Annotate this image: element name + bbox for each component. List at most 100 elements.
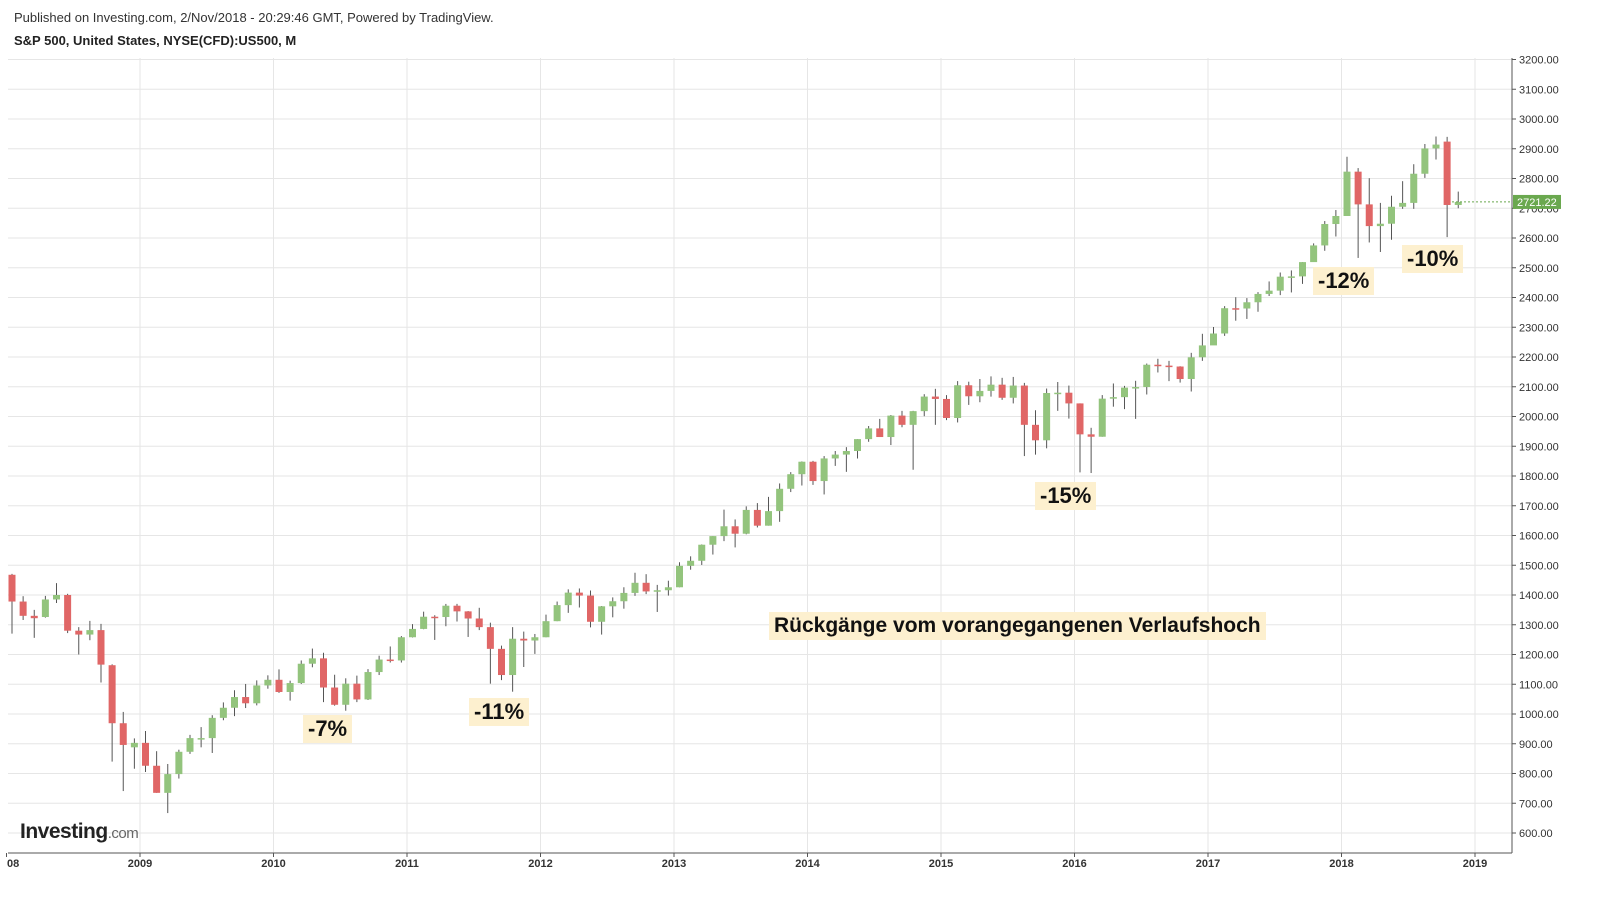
candle-2015-03 (965, 381, 973, 405)
candle-2013-07 (742, 506, 750, 535)
candle-body (498, 648, 505, 676)
candle-body (1210, 333, 1217, 346)
candle-2014-01 (809, 460, 817, 485)
candle-2012-11 (653, 584, 661, 612)
y-tick-label: 1100.00 (1519, 679, 1558, 691)
candle-2011-01 (409, 624, 416, 638)
candle-body (1243, 302, 1251, 309)
candle-body (186, 738, 194, 752)
x-tick-label: 2009 (128, 858, 152, 870)
candle-2014-12 (931, 388, 939, 425)
candle-body (420, 616, 428, 629)
candle-body (1376, 223, 1384, 227)
candle-2018-04 (1376, 202, 1384, 252)
drawdown-label-10: -10% (1402, 245, 1464, 273)
candle-2008-03 (30, 609, 38, 638)
y-tick-label: 3200.00 (1519, 55, 1559, 67)
candle-2008-10 (108, 664, 116, 762)
candle-body (119, 723, 127, 745)
candle-body (1443, 141, 1451, 205)
candle-body (142, 742, 149, 766)
candle-2012-09 (631, 572, 639, 596)
candle-body (598, 606, 606, 622)
candle-2016-12 (1198, 333, 1206, 361)
candle-2009-08 (219, 702, 227, 721)
y-tick-label: 1600.00 (1519, 531, 1559, 543)
candle-2010-10 (375, 655, 383, 676)
y-tick-label: 2500.00 (1519, 263, 1559, 275)
candle-body (720, 526, 728, 537)
candle-2008-12 (130, 738, 138, 769)
candle-body (297, 663, 305, 684)
candle-body (954, 385, 962, 418)
candle-2009-03 (164, 763, 172, 814)
candle-body (998, 384, 1006, 398)
candle-2015-04 (976, 379, 984, 403)
candle-body (553, 605, 561, 622)
y-tick-label: 2800.00 (1519, 174, 1559, 186)
candle-2011-04 (442, 603, 450, 627)
candle-2016-03 (1098, 395, 1106, 437)
candle-body (64, 595, 72, 631)
candle-body (19, 601, 27, 616)
candle-body (41, 599, 49, 618)
candle-body (97, 630, 105, 665)
candle-2015-09 (1032, 410, 1039, 455)
candle-body (620, 592, 628, 602)
candle-2017-07 (1276, 272, 1284, 296)
investing-logo[interactable]: Investing.com (20, 820, 139, 844)
last-price-box (1513, 194, 1561, 209)
x-tick-label: 2012 (528, 858, 552, 870)
symbol-title: S&P 500, United States, NYSE(CFD):US500,… (14, 33, 297, 48)
candle-2008-05 (53, 583, 60, 604)
candle-body (731, 526, 739, 534)
candle-2010-03 (297, 660, 305, 684)
candle-body (364, 672, 372, 700)
candle-body (765, 511, 772, 526)
candle-2017-04 (1243, 298, 1251, 319)
candle-body (197, 738, 205, 740)
candle-2016-05 (1121, 385, 1128, 410)
candle-2011-03 (431, 615, 439, 640)
y-tick-label: 700.00 (1519, 798, 1553, 810)
candle-2011-05 (453, 603, 461, 622)
candle-2013-03 (698, 544, 706, 565)
candle-body (1287, 276, 1295, 278)
candle-body (587, 595, 594, 622)
candle-2014-08 (887, 415, 895, 446)
y-tick-label: 1500.00 (1519, 560, 1559, 572)
candle-body (920, 396, 928, 412)
x-tick-label: 2019 (1463, 858, 1487, 870)
candle-body (676, 565, 683, 588)
candle-2012-02 (553, 601, 561, 622)
candle-2008-08 (86, 620, 94, 641)
candle-2018-10 (1443, 136, 1451, 238)
candle-body (320, 658, 327, 688)
grid (8, 58, 1512, 853)
candle-2010-06 (331, 674, 339, 706)
candle-2011-06 (464, 611, 472, 637)
candle-2018-02 (1354, 168, 1362, 258)
candle-2013-06 (731, 519, 739, 548)
drawdown-label-15: -15% (1035, 482, 1097, 510)
candle-2014-04 (842, 447, 850, 472)
candle-2018-01 (1343, 156, 1351, 216)
candle-2008-02 (19, 596, 27, 620)
x-tick-label: 2015 (929, 858, 953, 870)
candle-body (1143, 364, 1151, 388)
candle-body (397, 637, 405, 661)
candle-body (520, 638, 528, 641)
candle-2008-07 (75, 627, 83, 655)
candle-2012-08 (620, 587, 628, 609)
x-tick-label: 2014 (795, 858, 820, 870)
candle-body (1299, 262, 1306, 277)
candle-body (809, 461, 817, 482)
candle-2010-12 (397, 636, 405, 663)
y-tick-label: 2000.00 (1519, 412, 1559, 424)
candle-body (609, 601, 617, 607)
y-tick-label: 1900.00 (1519, 441, 1559, 453)
candle-2015-07 (1009, 376, 1017, 404)
candle-body (375, 659, 383, 673)
candle-2012-10 (642, 574, 650, 595)
